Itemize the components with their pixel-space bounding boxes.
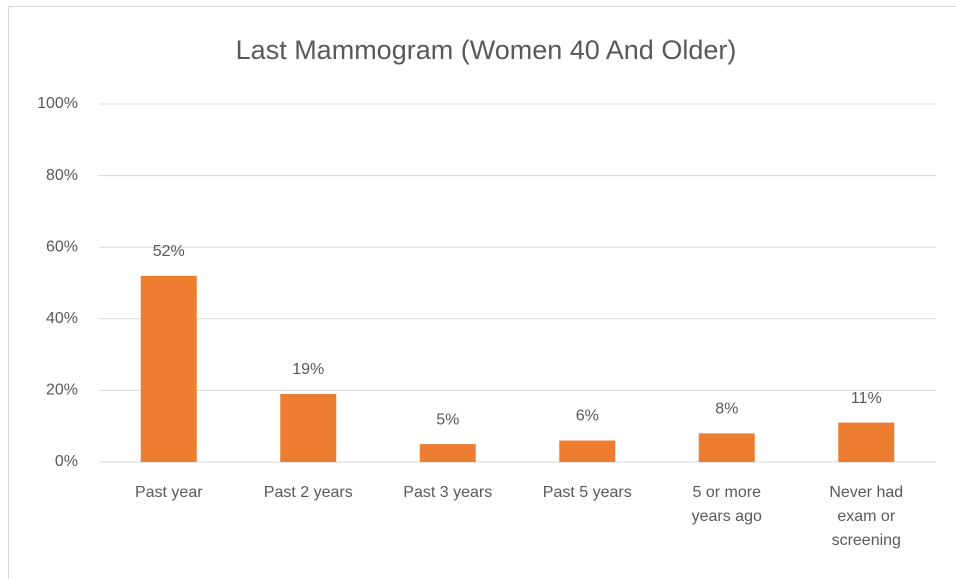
data-label: 11% <box>851 390 882 407</box>
x-tick-label: Past year <box>104 481 234 505</box>
data-label: 52% <box>153 243 185 260</box>
data-label: 19% <box>292 361 324 378</box>
y-tick-label: 0% <box>55 453 78 470</box>
bar <box>280 394 336 462</box>
x-tick-label: 5 or more years ago <box>677 481 777 529</box>
y-tick-label: 80% <box>46 167 78 184</box>
y-tick-label: 40% <box>46 310 78 327</box>
x-tick-label: Past 2 years <box>243 481 373 505</box>
x-tick-label: Past 3 years <box>383 481 513 505</box>
data-label: 8% <box>715 401 738 418</box>
bar <box>141 276 197 462</box>
y-tick-label: 60% <box>46 238 78 255</box>
y-tick-label: 20% <box>46 382 78 399</box>
x-tick-label: Past 5 years <box>522 481 652 505</box>
chart-title: Last Mammogram (Women 40 And Older) <box>236 35 737 65</box>
bar <box>699 433 755 462</box>
bar <box>559 441 615 462</box>
y-tick-label: 100% <box>37 95 78 112</box>
x-tick-label: Never had exam or screening <box>816 481 916 553</box>
bar <box>420 444 476 462</box>
bar <box>838 423 894 462</box>
data-label: 6% <box>576 408 599 425</box>
chart-container: Last Mammogram (Women 40 And Older) 0% 20… <box>0 0 956 579</box>
data-label: 5% <box>436 411 459 428</box>
